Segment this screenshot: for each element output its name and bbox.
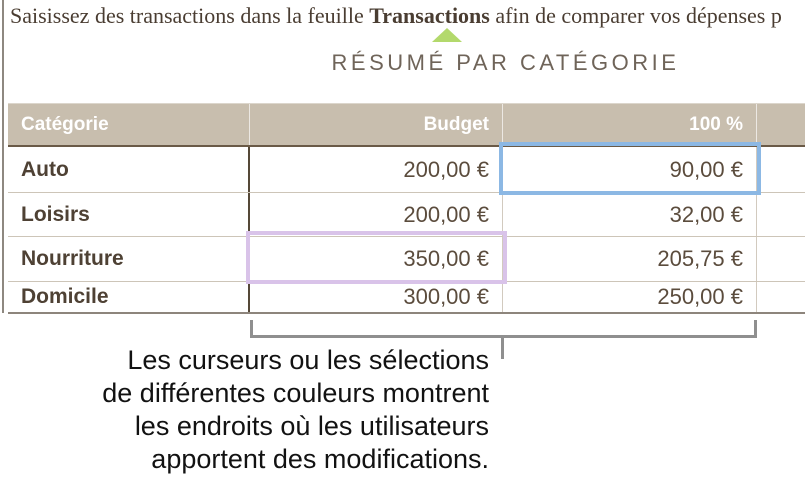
cell-budget[interactable]: 350,00 €	[250, 237, 503, 281]
table-row: Loisirs 200,00 € 32,00 €	[8, 192, 805, 236]
cell-category[interactable]: Domicile	[8, 282, 250, 312]
caption-line: Les curseurs ou les sélections	[127, 345, 489, 375]
cell-actual[interactable]: 32,00 €	[503, 193, 757, 236]
summary-table: Catégorie Budget 100 % Auto 200,00 € 90,…	[8, 103, 805, 314]
callout-bracket	[250, 320, 757, 359]
cell-actual[interactable]: 90,00 €	[503, 147, 757, 192]
cell-category[interactable]: Nourriture	[8, 237, 250, 281]
header-percent[interactable]: 100 %	[503, 104, 757, 145]
caption-line: apportent des modifications.	[151, 444, 489, 474]
header-extra-column[interactable]	[757, 104, 805, 145]
cell-budget[interactable]: 200,00 €	[250, 193, 503, 236]
cell-budget[interactable]: 300,00 €	[250, 282, 503, 312]
header-budget[interactable]: Budget	[250, 104, 503, 145]
table-row: Nourriture 350,00 € 205,75 €	[8, 236, 805, 281]
instruction-text: Saisissez des transactions dans la feuil…	[10, 2, 811, 30]
header-categorie[interactable]: Catégorie	[8, 104, 250, 145]
caption-line: de différentes couleurs montrent	[102, 378, 489, 408]
cell-actual[interactable]: 205,75 €	[503, 237, 757, 281]
caption-line: les endroits où les utilisateurs	[134, 411, 489, 441]
table-row: Domicile 300,00 € 250,00 €	[8, 281, 805, 314]
table-title: RÉSUMÉ PAR CATÉGORIE	[331, 50, 680, 75]
table-row: Auto 200,00 € 90,00 €	[8, 147, 805, 192]
sheet-name-bold: Transactions	[369, 3, 490, 28]
cell-empty[interactable]	[757, 282, 805, 312]
cell-empty[interactable]	[757, 193, 805, 236]
cell-category[interactable]: Auto	[8, 147, 250, 192]
caption-text: Les curseurs ou les sélections de différ…	[0, 344, 489, 476]
table-header-row: Catégorie Budget 100 %	[8, 104, 805, 147]
cell-empty[interactable]	[757, 237, 805, 281]
instruction-text-prefix: Saisissez des transactions dans la feuil…	[10, 3, 370, 28]
cell-budget[interactable]: 200,00 €	[250, 147, 503, 192]
instruction-text-suffix: afin de comparer vos dépenses p	[489, 3, 782, 28]
cell-empty[interactable]	[757, 147, 805, 192]
window-edge-line	[2, 0, 4, 313]
cell-category[interactable]: Loisirs	[8, 193, 250, 236]
collaborator-cursor-triangle-icon	[432, 28, 462, 42]
cell-actual[interactable]: 250,00 €	[503, 282, 757, 312]
